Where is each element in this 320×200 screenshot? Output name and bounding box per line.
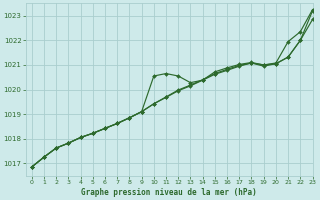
X-axis label: Graphe pression niveau de la mer (hPa): Graphe pression niveau de la mer (hPa) [81, 188, 257, 197]
